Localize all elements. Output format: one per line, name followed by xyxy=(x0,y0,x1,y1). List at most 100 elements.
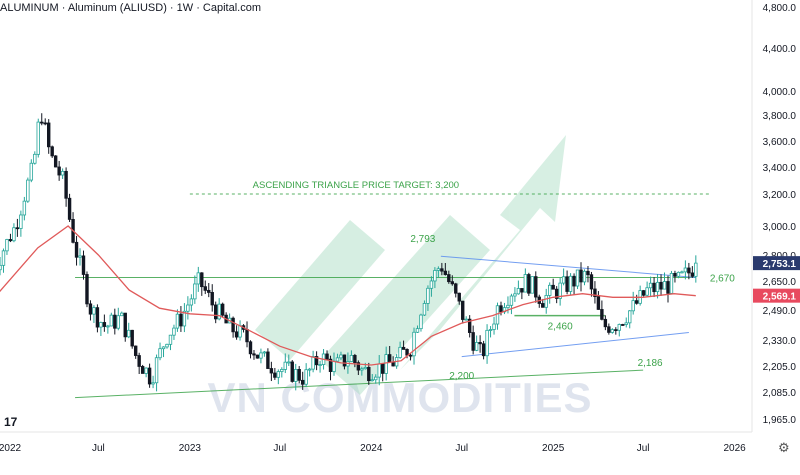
candle-body xyxy=(634,300,639,304)
candle-body xyxy=(311,356,315,370)
x-tick-label: 2022 xyxy=(0,443,22,454)
candle-body xyxy=(137,355,141,367)
candle-body xyxy=(102,322,107,327)
x-tick-label: 2025 xyxy=(542,443,565,454)
candle-body xyxy=(217,303,221,320)
candle-body xyxy=(384,354,388,374)
candle-body xyxy=(676,271,681,277)
candle-body xyxy=(276,371,281,378)
candle-body xyxy=(255,354,260,359)
candle-body xyxy=(492,323,496,330)
candle-body xyxy=(572,275,576,287)
candle-body xyxy=(662,281,667,290)
annotation-label: 2,670 xyxy=(710,274,735,285)
annotation-label: 2,200 xyxy=(449,371,474,382)
candle-body xyxy=(541,303,545,308)
candle-body xyxy=(154,357,159,384)
candle-body xyxy=(231,317,235,333)
candle-body xyxy=(328,358,333,372)
candle-body xyxy=(85,274,89,305)
candle-body xyxy=(349,355,354,362)
candle-body xyxy=(165,343,169,348)
candle-body xyxy=(648,282,653,289)
candle-body xyxy=(234,331,239,338)
candle-body xyxy=(280,369,284,372)
candle-body xyxy=(248,341,253,355)
candle-body xyxy=(485,329,489,357)
y-tick-label: 2,490.0 xyxy=(763,306,797,317)
price-tag-ma xyxy=(753,288,800,303)
candle-body xyxy=(40,121,44,124)
candle-body xyxy=(582,270,587,283)
candle-body xyxy=(690,272,695,277)
line-long-support xyxy=(75,369,644,399)
candle-body xyxy=(186,304,190,312)
candle-body xyxy=(401,346,406,350)
candle-body xyxy=(443,270,448,275)
chart-title: ALUMINUM · Aluminum (ALIUSD) · 1W · Capi… xyxy=(0,2,261,14)
candle-body xyxy=(419,314,423,330)
y-tick-label: 2,330.0 xyxy=(763,336,797,347)
candle-body xyxy=(433,270,437,282)
candle-body xyxy=(47,122,51,148)
candle-body xyxy=(454,283,458,294)
candle-body xyxy=(558,282,562,299)
candle-body xyxy=(422,303,427,316)
candle-body xyxy=(478,342,482,345)
candle-body xyxy=(113,314,117,329)
candle-body xyxy=(488,329,493,331)
candle-body xyxy=(81,255,86,275)
candle-body xyxy=(88,303,93,315)
y-tick-label: 3,400.0 xyxy=(763,163,797,174)
candle-body xyxy=(15,227,20,230)
candle-body xyxy=(144,367,148,374)
candle-body xyxy=(64,170,68,199)
candle-body xyxy=(182,310,187,327)
candle-body xyxy=(269,368,274,374)
candle-body xyxy=(523,274,528,293)
candle-body xyxy=(220,303,225,316)
candle-body xyxy=(694,262,698,277)
x-tick-label: 2024 xyxy=(360,443,383,454)
candle-body xyxy=(586,270,590,276)
y-tick-label: 3,200.0 xyxy=(763,190,797,201)
y-tick-label: 3,000.0 xyxy=(763,222,797,233)
candle-body xyxy=(109,314,114,327)
gear-icon[interactable]: ⚙ xyxy=(778,440,790,455)
candle-body xyxy=(467,318,472,333)
candle-body xyxy=(652,282,656,293)
candle-body xyxy=(325,353,329,360)
candle-body xyxy=(631,300,635,312)
candle-body xyxy=(610,329,615,333)
candle-body xyxy=(147,367,152,385)
candle-body xyxy=(398,346,402,358)
candle-body xyxy=(565,276,569,292)
candle-body xyxy=(561,276,566,284)
y-tick-label: 2,085.0 xyxy=(763,388,797,399)
candle-body xyxy=(669,273,674,294)
candle-body xyxy=(447,274,451,283)
x-tick-label: Jul xyxy=(637,443,650,454)
candle-body xyxy=(579,269,583,283)
candle-body xyxy=(554,288,559,299)
candle-body xyxy=(99,322,103,328)
candle-body xyxy=(405,349,409,356)
candle-body xyxy=(506,304,510,309)
candle-body xyxy=(680,271,684,274)
annotation-label: 2,460 xyxy=(548,322,573,333)
candle-body xyxy=(78,255,82,258)
candle-body xyxy=(297,369,301,381)
candle-body xyxy=(262,351,267,354)
candle-body xyxy=(621,324,625,326)
candle-body xyxy=(210,292,214,306)
x-tick-label: Jul xyxy=(92,443,105,454)
candle-body xyxy=(363,366,368,370)
candle-body xyxy=(481,343,486,357)
candle-body xyxy=(530,276,535,294)
candle-body xyxy=(408,354,413,357)
candle-body xyxy=(360,368,364,371)
candle-body xyxy=(673,273,677,277)
candle-body xyxy=(624,322,628,325)
candle-body xyxy=(548,284,552,296)
